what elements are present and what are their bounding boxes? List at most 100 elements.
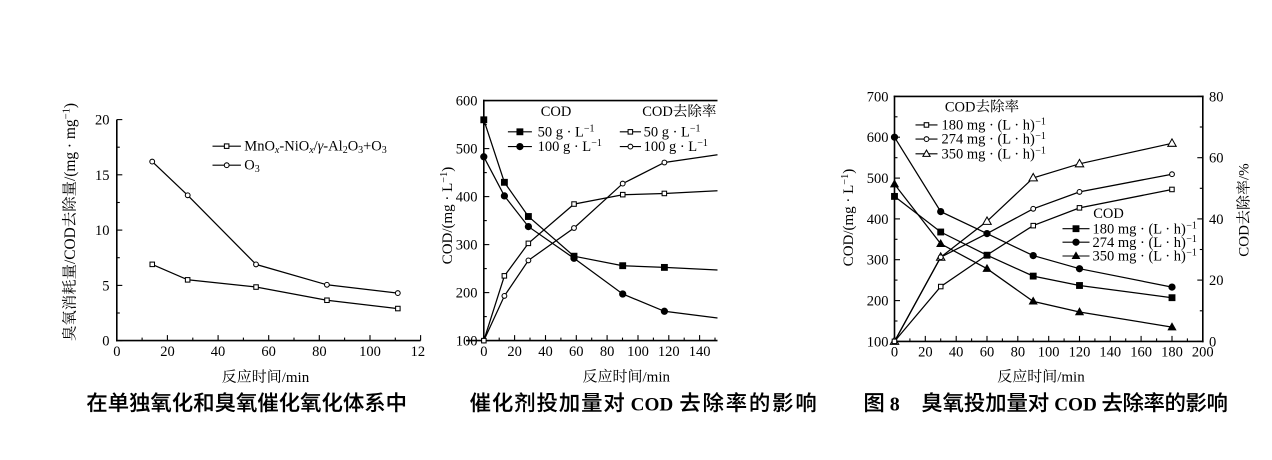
svg-text:274 mg · (L · h): 274 mg · (L · h) bbox=[1093, 235, 1186, 251]
svg-text:8: 8 bbox=[890, 393, 900, 415]
svg-text:100 g · L: 100 g · L bbox=[538, 139, 592, 155]
svg-text:/: / bbox=[314, 139, 319, 155]
svg-text:x: x bbox=[308, 145, 314, 156]
svg-text:COD: COD bbox=[631, 394, 674, 415]
svg-text:40: 40 bbox=[1209, 212, 1224, 228]
svg-text:−1: −1 bbox=[1035, 131, 1046, 142]
svg-text:/min: /min bbox=[643, 370, 671, 386]
svg-text:COD/(mg · L: COD/(mg · L bbox=[440, 183, 456, 265]
svg-text:COD: COD bbox=[1093, 206, 1124, 222]
svg-text:0: 0 bbox=[480, 344, 487, 360]
svg-text:0: 0 bbox=[1209, 334, 1216, 350]
svg-text:−1: −1 bbox=[1035, 146, 1046, 157]
svg-text:40: 40 bbox=[949, 345, 964, 361]
svg-text:COD: COD bbox=[642, 104, 673, 120]
svg-text:-NiO: -NiO bbox=[279, 139, 309, 155]
svg-text:): ) bbox=[62, 103, 79, 108]
svg-text:−1: −1 bbox=[584, 123, 595, 134]
svg-text:−1: −1 bbox=[697, 138, 708, 149]
svg-text:20: 20 bbox=[95, 113, 110, 129]
svg-text:180 mg · (L · h): 180 mg · (L · h) bbox=[942, 118, 1035, 134]
svg-text:): ) bbox=[440, 167, 456, 172]
svg-text:350 mg · (L · h): 350 mg · (L · h) bbox=[1093, 249, 1186, 265]
svg-text:100: 100 bbox=[627, 344, 649, 360]
svg-text:140: 140 bbox=[689, 344, 711, 360]
svg-text:/COD: /COD bbox=[62, 227, 79, 264]
svg-text:COD: COD bbox=[541, 104, 572, 120]
svg-text:20: 20 bbox=[507, 344, 522, 360]
svg-text:100 g · L: 100 g · L bbox=[644, 139, 698, 155]
svg-text:MnO: MnO bbox=[244, 139, 275, 155]
svg-text:140: 140 bbox=[1099, 345, 1121, 361]
svg-text:−1: −1 bbox=[591, 138, 602, 149]
svg-text:/%: /% bbox=[1237, 163, 1253, 180]
svg-text:50 g · L: 50 g · L bbox=[644, 124, 690, 140]
svg-text:400: 400 bbox=[456, 190, 478, 206]
svg-text:600: 600 bbox=[867, 130, 889, 146]
svg-text:100: 100 bbox=[1038, 345, 1060, 361]
svg-text:/min: /min bbox=[282, 370, 310, 386]
svg-text:COD: COD bbox=[945, 99, 976, 115]
svg-text:−1: −1 bbox=[1035, 117, 1046, 128]
svg-text:80: 80 bbox=[600, 344, 615, 360]
svg-text:-Al: -Al bbox=[323, 139, 342, 155]
svg-text:60: 60 bbox=[569, 344, 584, 360]
svg-text:80: 80 bbox=[312, 344, 327, 360]
svg-text:3: 3 bbox=[382, 145, 387, 156]
svg-text:200: 200 bbox=[456, 286, 478, 302]
svg-text:−1: −1 bbox=[1186, 234, 1197, 245]
svg-text:300: 300 bbox=[867, 253, 889, 269]
svg-text:3: 3 bbox=[255, 164, 260, 175]
svg-text:−1: −1 bbox=[62, 108, 73, 119]
svg-text:−1: −1 bbox=[1186, 220, 1197, 231]
svg-text:274 mg · (L · h): 274 mg · (L · h) bbox=[942, 132, 1035, 148]
svg-text:10: 10 bbox=[95, 223, 110, 239]
svg-text:COD/(mg · L: COD/(mg · L bbox=[841, 185, 857, 267]
svg-text:γ: γ bbox=[318, 139, 325, 155]
svg-text:0: 0 bbox=[102, 334, 109, 350]
svg-text:120: 120 bbox=[1069, 345, 1091, 361]
svg-text:60: 60 bbox=[1209, 151, 1224, 167]
svg-text:100: 100 bbox=[456, 334, 478, 350]
svg-text:+O: +O bbox=[363, 139, 382, 155]
svg-text:60: 60 bbox=[261, 344, 276, 360]
svg-text:100: 100 bbox=[359, 344, 381, 360]
svg-text:20: 20 bbox=[1209, 273, 1224, 289]
svg-text:−1: −1 bbox=[1186, 248, 1197, 259]
svg-text:80: 80 bbox=[1209, 89, 1224, 105]
svg-text:12: 12 bbox=[411, 344, 426, 360]
svg-text:−1: −1 bbox=[690, 123, 701, 134]
svg-text:5: 5 bbox=[102, 278, 109, 294]
svg-text:2: 2 bbox=[343, 145, 348, 156]
svg-text:80: 80 bbox=[1011, 345, 1026, 361]
svg-text:−1: −1 bbox=[840, 174, 851, 185]
svg-text:500: 500 bbox=[867, 171, 889, 187]
svg-text:200: 200 bbox=[867, 294, 889, 310]
svg-text:40: 40 bbox=[538, 344, 553, 360]
svg-text:700: 700 bbox=[867, 89, 889, 105]
svg-text:200: 200 bbox=[1192, 345, 1214, 361]
svg-text:600: 600 bbox=[456, 94, 478, 110]
svg-text:): ) bbox=[841, 169, 857, 174]
svg-text:20: 20 bbox=[160, 344, 175, 360]
svg-text:120: 120 bbox=[658, 344, 680, 360]
svg-text:300: 300 bbox=[456, 238, 478, 254]
svg-text:O: O bbox=[348, 139, 358, 155]
svg-text:0: 0 bbox=[113, 344, 120, 360]
svg-text:180 mg · (L · h): 180 mg · (L · h) bbox=[1093, 221, 1186, 237]
svg-text:40: 40 bbox=[211, 344, 226, 360]
svg-text:3: 3 bbox=[358, 145, 363, 156]
svg-text:15: 15 bbox=[95, 168, 110, 184]
svg-text:COD: COD bbox=[1054, 394, 1097, 415]
svg-text:50 g · L: 50 g · L bbox=[538, 124, 584, 140]
svg-text:/(mg · mg: /(mg · mg bbox=[62, 119, 79, 181]
svg-text:O: O bbox=[244, 158, 254, 174]
svg-text:400: 400 bbox=[867, 212, 889, 228]
svg-text:COD: COD bbox=[1237, 225, 1253, 257]
svg-text:180: 180 bbox=[1161, 345, 1183, 361]
svg-text:0: 0 bbox=[891, 345, 898, 361]
svg-text:x: x bbox=[274, 145, 280, 156]
svg-text:500: 500 bbox=[456, 142, 478, 158]
svg-text:−1: −1 bbox=[439, 172, 450, 183]
svg-text:350 mg · (L · h): 350 mg · (L · h) bbox=[942, 146, 1035, 162]
